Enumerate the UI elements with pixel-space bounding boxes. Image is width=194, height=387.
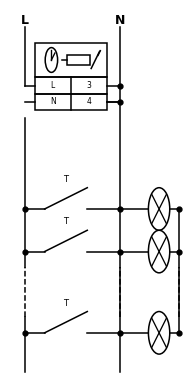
Text: T: T xyxy=(63,175,68,184)
Text: L: L xyxy=(21,14,29,27)
Text: 4: 4 xyxy=(86,97,91,106)
Text: N: N xyxy=(115,14,126,27)
Text: T: T xyxy=(63,217,68,226)
Text: T: T xyxy=(63,299,68,308)
Text: 3: 3 xyxy=(86,81,91,90)
Text: L: L xyxy=(51,81,55,90)
Bar xyxy=(67,55,90,65)
Bar xyxy=(35,43,107,77)
Bar xyxy=(35,77,107,94)
Text: N: N xyxy=(50,97,56,106)
Bar xyxy=(35,94,107,110)
